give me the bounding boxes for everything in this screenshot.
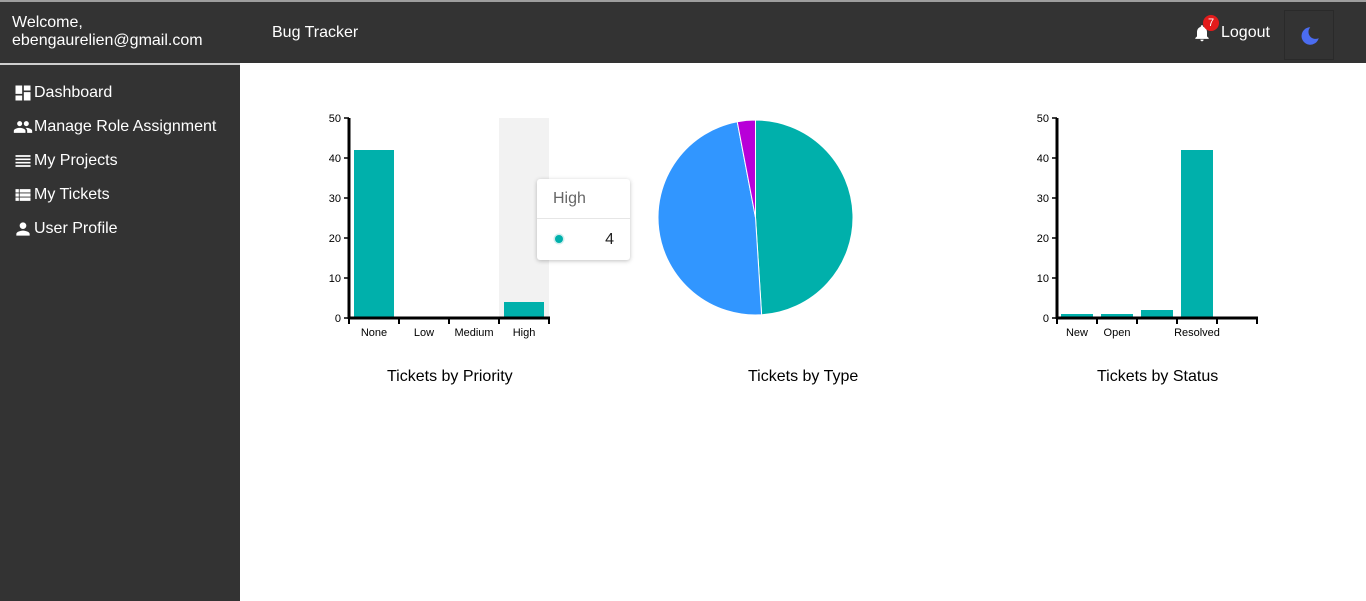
chart-bar-none — [354, 150, 394, 318]
x-tick-label: New — [1066, 327, 1088, 339]
y-tick-label: 40 — [329, 153, 341, 165]
chart-bar-new — [1061, 314, 1093, 318]
pie-slice-0 — [755, 119, 854, 316]
sidebar-item-my-tickets[interactable]: My Tickets — [12, 183, 110, 207]
sidebar-item-manage-roles[interactable]: Manage Role Assignment — [12, 115, 216, 139]
sidebar-item-label: My Projects — [34, 152, 118, 169]
x-tick-label: Open — [1104, 327, 1131, 339]
y-tick-label: 30 — [1037, 193, 1049, 205]
moon-icon — [1301, 27, 1319, 45]
notification-badge: 7 — [1203, 15, 1219, 31]
y-tick-label: 10 — [1037, 273, 1049, 285]
y-tick-label: 0 — [1043, 313, 1049, 325]
y-tick-label: 20 — [1037, 233, 1049, 245]
sidebar: Dashboard Manage Role Assignment My Proj… — [0, 63, 240, 601]
chart-bar-high — [504, 302, 544, 318]
y-tick-label: 40 — [1037, 153, 1049, 165]
status-chart-title: Tickets by Status — [1097, 368, 1219, 385]
dashboard-icon — [15, 85, 31, 101]
tooltip-value: 4 — [605, 231, 614, 248]
ticket-list-icon — [15, 189, 31, 201]
list-icon — [15, 155, 31, 167]
x-tick-label: Low — [414, 327, 434, 339]
chart-tooltip: High 4 — [537, 179, 630, 260]
chart-bar-bar-2 — [1141, 310, 1173, 318]
welcome-text: Welcome, ebengaurelien@gmail.com — [12, 14, 203, 50]
priority-chart-title: Tickets by Priority — [387, 368, 513, 385]
tooltip-title: High — [537, 179, 630, 219]
y-tick-label: 30 — [329, 193, 341, 205]
x-tick-label: None — [361, 327, 387, 339]
y-tick-label: 50 — [1037, 113, 1049, 125]
pie-slice-1 — [657, 121, 763, 316]
user-email: ebengaurelien@gmail.com — [12, 32, 203, 49]
person-icon — [16, 222, 30, 236]
sidebar-item-label: User Profile — [34, 220, 118, 237]
tooltip-series-dot — [555, 235, 563, 243]
people-icon — [13, 121, 33, 133]
app-title[interactable]: Bug Tracker — [272, 24, 359, 41]
sidebar-item-user-profile[interactable]: User Profile — [12, 217, 118, 241]
sidebar-item-label: Dashboard — [34, 84, 113, 101]
y-tick-label: 0 — [335, 313, 341, 325]
sidebar-item-my-projects[interactable]: My Projects — [12, 149, 118, 173]
sidebar-item-label: Manage Role Assignment — [34, 118, 217, 135]
chart-bar-open — [1101, 314, 1133, 318]
y-tick-label: 50 — [329, 113, 341, 125]
type-chart-title: Tickets by Type — [748, 368, 859, 385]
x-tick-label: Resolved — [1174, 327, 1220, 339]
sidebar-item-label: My Tickets — [34, 186, 110, 203]
y-tick-label: 10 — [329, 273, 341, 285]
pie-slice-2 — [736, 119, 756, 218]
chart-bar-resolved — [1181, 150, 1213, 318]
top-header: Welcome, ebengaurelien@gmail.com Bug Tra… — [0, 0, 1366, 63]
x-tick-label: Medium — [454, 327, 493, 339]
theme-toggle-button[interactable] — [1284, 10, 1334, 60]
logout-button[interactable]: Logout — [1221, 24, 1270, 41]
welcome-line: Welcome, — [12, 14, 83, 31]
y-tick-label: 20 — [329, 233, 341, 245]
sidebar-item-dashboard[interactable]: Dashboard — [12, 81, 112, 105]
x-tick-label: High — [513, 327, 536, 339]
